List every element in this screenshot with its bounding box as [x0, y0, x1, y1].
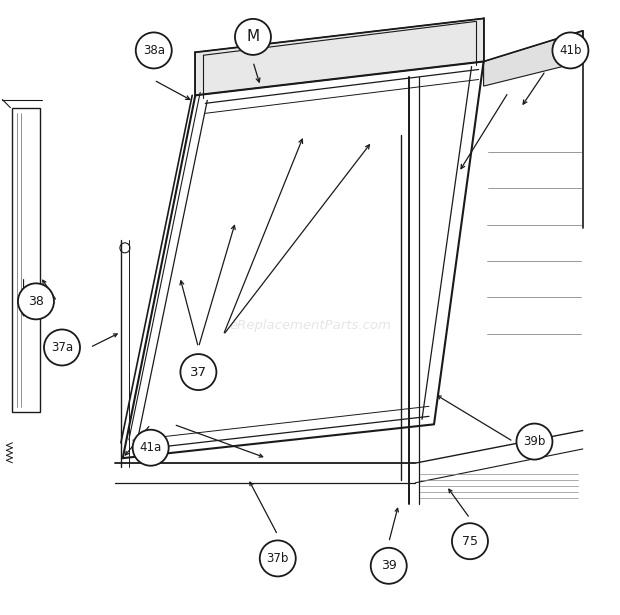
Circle shape: [452, 523, 488, 559]
Circle shape: [371, 548, 407, 584]
Text: 41a: 41a: [140, 441, 162, 454]
Text: 39: 39: [381, 559, 397, 573]
Text: 38a: 38a: [143, 44, 165, 57]
Text: 75: 75: [462, 534, 478, 548]
Circle shape: [516, 424, 552, 459]
Circle shape: [18, 284, 54, 319]
Text: 39b: 39b: [523, 435, 546, 448]
Circle shape: [260, 541, 296, 576]
Text: 38: 38: [28, 295, 44, 308]
Circle shape: [136, 33, 172, 68]
Polygon shape: [195, 18, 484, 95]
Text: 37: 37: [190, 365, 207, 379]
Polygon shape: [484, 31, 583, 86]
Text: 41b: 41b: [559, 44, 582, 57]
Circle shape: [552, 33, 588, 68]
Text: 37a: 37a: [51, 341, 73, 354]
Circle shape: [44, 330, 80, 365]
Text: 37b: 37b: [267, 552, 289, 565]
Text: eReplacementParts.com: eReplacementParts.com: [229, 319, 391, 333]
Circle shape: [133, 430, 169, 466]
Circle shape: [180, 354, 216, 390]
Text: M: M: [246, 30, 260, 44]
Circle shape: [235, 19, 271, 55]
